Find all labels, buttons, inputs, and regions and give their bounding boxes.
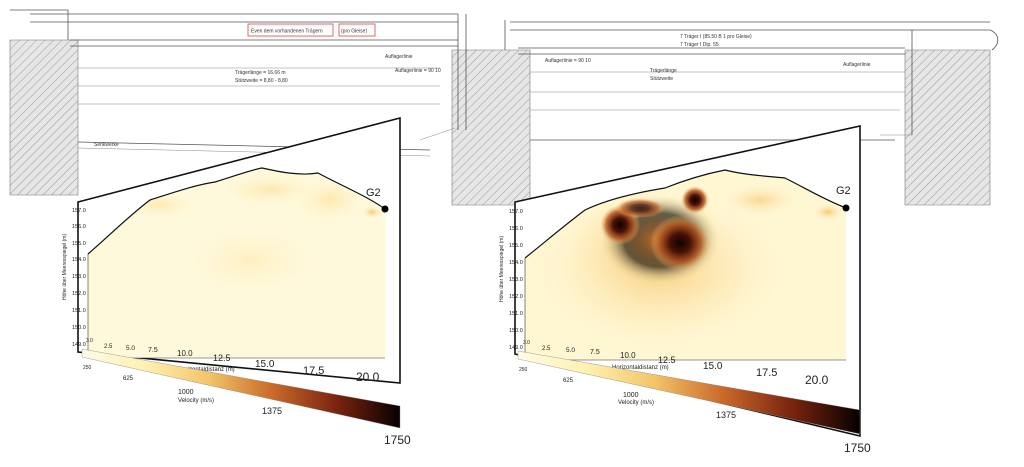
ytick-right-4: 153.0	[509, 277, 523, 283]
left-parapet	[10, 9, 69, 40]
note-stuetzweite-left: Stützweite = 8,80 - 8,80	[235, 78, 288, 84]
ytick-right-3: 154.0	[509, 260, 523, 266]
annotation-text-left: Even dem vorhandenen Trägern	[251, 29, 323, 35]
xtick-right-5: 12.5	[658, 355, 676, 365]
geophone-label-left: G2	[366, 187, 381, 199]
ylabel-right: Höhe über Meeresspiegel (m)	[499, 236, 505, 302]
xtick-right-6: 15.0	[703, 361, 723, 372]
x-ticks-right: 3.0 2.5 5.0 7.5 10.0 12.5 15.0 17.5 20.0	[523, 340, 829, 387]
colorbar-label-left: Velocity (m/s)	[178, 398, 214, 404]
note-auflager-right: Auflagerlinie = 90 10	[545, 58, 591, 64]
note-traegerlaenge-left: Trägerlänge = 16.66 m	[235, 70, 286, 76]
xtick-left-2: 5.0	[126, 345, 135, 352]
geophone-marker-right	[842, 204, 850, 212]
xtick-right-4: 10.0	[620, 351, 636, 360]
surface-profile-right	[524, 169, 847, 259]
xtick-left-7: 17.5	[303, 365, 324, 377]
right-abutment-lines	[911, 29, 999, 135]
note-stuetzweite-right: Stützweite	[650, 76, 673, 82]
note-auflager2-right: Auflagerlinie	[843, 62, 871, 68]
ytick-right-8: 149.0	[509, 345, 523, 351]
note-auflager2-left: Auflagerlinie = 90 10	[395, 68, 441, 74]
tomography-panel-left: G2 157.0 156.0 155.0 154.0 153.0 152.0 1…	[62, 116, 411, 447]
xtick-left-5: 12.5	[213, 353, 231, 363]
cbar-tick-right-4: 1750	[844, 441, 871, 455]
cbar-tick-right-1: 625	[563, 378, 574, 384]
note-traeger2-right: 7 Träger I Dip. 55	[680, 42, 719, 48]
y-ticks-right: 157.0 156.0 155.0 154.0 153.0 152.0 151.…	[509, 209, 523, 351]
cbar-tick-left-1: 625	[123, 376, 134, 382]
ytick-right-2: 155.0	[509, 243, 523, 249]
ylabel-left: Höhe über Meeresspiegel (m)	[62, 234, 68, 300]
ytick-left-2: 155.0	[72, 241, 86, 247]
surface-profile-left	[87, 167, 386, 255]
cbar-tick-left-4: 1750	[384, 433, 411, 447]
cbar-tick-right-3: 1375	[716, 410, 736, 420]
geophone-marker-left	[381, 205, 389, 213]
xtick-right-7: 17.5	[756, 367, 777, 379]
middle-pier	[451, 49, 531, 206]
annotation-text-right: (pro Gleise)	[341, 29, 367, 35]
xtick-right-1: 2.5	[542, 346, 551, 352]
colorbar-left	[81, 348, 401, 429]
x-ticks-left: 3.0 2.5 5.0 7.5 10.0 12.5 15.0 17.5 20.0	[86, 338, 380, 384]
note-senkwerke: Senkwerke	[94, 142, 119, 148]
y-ticks-left: 157.0 156.0 155.0 154.0 153.0 152.0 151.…	[72, 208, 86, 348]
ytick-left-0: 157.0	[72, 208, 86, 214]
note-traeger-right: 7 Träger I (85.50 B 1 pro Gleise)	[680, 34, 752, 40]
middle-slope	[419, 127, 456, 141]
colorbar-ticks-right: 250 625 1000 1375 1750	[519, 367, 871, 455]
cbar-tick-left-3: 1375	[262, 406, 282, 416]
ytick-left-4: 153.0	[72, 274, 86, 280]
ytick-right-1: 156.0	[509, 226, 523, 232]
colorbar-label-right: Velocity (m/s)	[618, 400, 654, 406]
ytick-right-5: 152.0	[509, 294, 523, 300]
ytick-left-3: 154.0	[72, 257, 86, 263]
xlabel-left: Horizontaldistanz (m)	[178, 367, 235, 373]
cbar-tick-left-2: 1000	[178, 389, 194, 396]
geophone-label-right: G2	[836, 185, 851, 197]
ytick-left-8: 149.0	[72, 342, 86, 348]
cbar-tick-right-2: 1000	[623, 392, 639, 399]
ytick-left-1: 156.0	[72, 224, 86, 230]
xtick-left-8: 20.0	[356, 370, 380, 384]
ytick-left-6: 151.0	[72, 308, 86, 314]
xtick-left-1: 2.5	[104, 344, 113, 350]
cbar-tick-right-0: 250	[519, 367, 528, 373]
note-traegerlaenge-right: Trägerlänge	[650, 68, 677, 74]
xtick-left-4: 10.0	[177, 349, 193, 358]
xtick-right-3: 7.5	[590, 349, 600, 356]
colorbar-ticks-left: 250 625 1000 1375 1750	[83, 365, 411, 447]
ytick-right-0: 157.0	[509, 209, 523, 215]
cbar-tick-left-0: 250	[83, 365, 92, 371]
middle-pier-lines	[457, 14, 506, 130]
xtick-right-8: 20.0	[805, 373, 829, 387]
xtick-left-6: 15.0	[255, 359, 275, 370]
xtick-left-3: 7.5	[148, 347, 158, 354]
xtick-right-0: 3.0	[523, 340, 530, 346]
ytick-left-7: 150.0	[72, 325, 86, 331]
velocity-section-right	[525, 170, 846, 360]
annotation-box-right	[338, 23, 376, 37]
xtick-left-0: 3.0	[86, 338, 93, 344]
ytick-left-5: 152.0	[72, 291, 86, 297]
tomography-panel-right: G2 157.0 156.0 155.0 154.0 153.0 152.0 1…	[499, 125, 871, 455]
left-abutment	[9, 39, 79, 196]
xtick-right-2: 5.0	[566, 347, 575, 354]
ytick-right-7: 150.0	[509, 328, 523, 334]
note-auflager-left: Auflagerlinie	[385, 54, 413, 60]
annotation-box-left	[247, 23, 334, 37]
right-abutment	[904, 49, 991, 206]
ytick-right-6: 151.0	[509, 311, 523, 317]
xlabel-right: Horizontaldistanz (m)	[612, 365, 669, 371]
colorbar-right	[517, 350, 861, 435]
